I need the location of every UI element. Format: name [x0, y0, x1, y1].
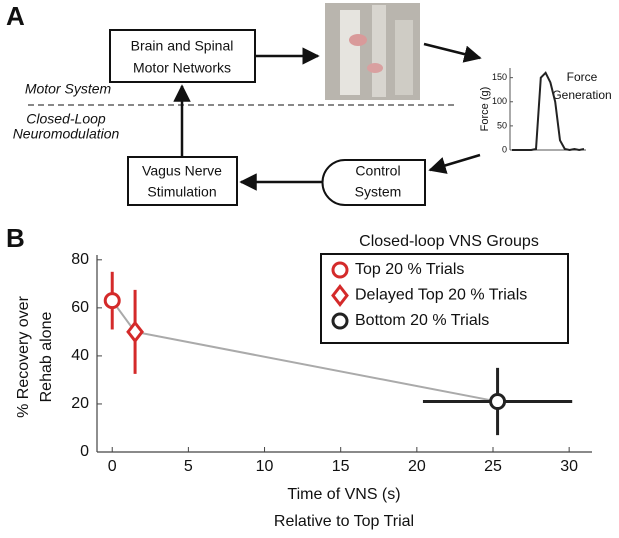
- node-box: [109, 29, 256, 83]
- legend-label: Bottom 20 % Trials: [355, 312, 489, 329]
- x-tick-label: 15: [332, 458, 350, 475]
- y-tick-label: 100: [492, 96, 507, 106]
- chart-title: Force: [567, 70, 598, 84]
- x-tick-label: 30: [560, 458, 578, 475]
- y-tick-label: 60: [71, 299, 89, 316]
- x-axis-label: Time of VNS (s): [287, 486, 400, 503]
- panel-label: A: [6, 1, 25, 31]
- chart-title: Generation: [552, 88, 611, 102]
- x-tick-label: 10: [256, 458, 274, 475]
- y-tick-label: 80: [71, 251, 89, 268]
- node-label: Brain and Spinal: [131, 38, 234, 54]
- x-tick-label: 20: [408, 458, 426, 475]
- panel-label: B: [6, 223, 25, 253]
- region-label: Closed-Loop: [26, 111, 106, 127]
- marker: [331, 261, 349, 279]
- node-label: Vagus Nerve: [142, 163, 222, 179]
- node-label: Stimulation: [147, 184, 216, 200]
- marker: [331, 312, 349, 330]
- marker: [331, 284, 349, 307]
- region-label: Motor System: [25, 81, 112, 97]
- y-tick-label: 40: [71, 347, 89, 364]
- y-tick-label: 150: [492, 72, 507, 82]
- node-label: System: [355, 184, 402, 200]
- legend-label: Top 20 % Trials: [355, 261, 464, 278]
- photo: [325, 3, 420, 100]
- node-label: Motor Networks: [133, 60, 231, 76]
- x-tick-label: 5: [184, 458, 193, 475]
- node-label: Control: [355, 163, 400, 179]
- force-trace: [512, 71, 585, 152]
- y-tick-label: 20: [71, 395, 89, 412]
- marker: [489, 393, 507, 411]
- y-tick-label: 0: [80, 443, 89, 460]
- node-box: [127, 156, 238, 206]
- x-tick-label: 25: [484, 458, 502, 475]
- y-axis-label: % Recovery over: [15, 295, 32, 417]
- y-axis-label: Rehab alone: [38, 312, 55, 403]
- marker: [126, 320, 144, 344]
- y-axis-label: Force (g): [479, 87, 491, 132]
- arrows: [173, 42, 482, 191]
- legend-label: Delayed Top 20 % Trials: [355, 287, 527, 304]
- x-tick-label: 0: [108, 458, 117, 475]
- y-tick-label: 50: [497, 120, 507, 130]
- node-box: [321, 159, 426, 206]
- y-tick-label: 0: [502, 144, 507, 154]
- legend-title: Closed-loop VNS Groups: [359, 233, 539, 250]
- x-axis-label: Relative to Top Trial: [274, 513, 414, 530]
- marker: [103, 292, 121, 310]
- legend-box: [320, 253, 569, 344]
- region-label: Neuromodulation: [13, 126, 120, 142]
